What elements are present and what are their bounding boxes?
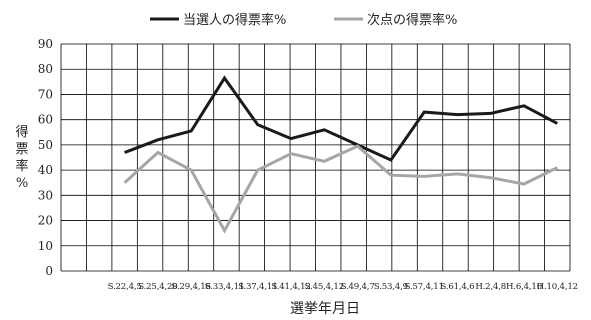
y-tick-label: 70 bbox=[38, 87, 53, 101]
x-tick-label: H.10,4,12 bbox=[537, 282, 578, 292]
x-tick-label: S.57,4,11 bbox=[404, 282, 443, 292]
x-tick-label: S.49,4,7 bbox=[341, 282, 375, 292]
y-tick-label: 20 bbox=[38, 214, 53, 228]
x-axis-ticks: S.22,4,5S.25,4,20S.29,4,16S.33,4,11S.37,… bbox=[108, 282, 578, 292]
series-group bbox=[123, 75, 559, 234]
y-tick-label: 40 bbox=[38, 163, 53, 177]
grid bbox=[60, 43, 571, 272]
y-axis-label: 得票率% bbox=[15, 124, 28, 191]
x-tick-label: S.25,4,20 bbox=[138, 282, 177, 292]
y-tick-label: 30 bbox=[38, 188, 53, 202]
y-tick-label: 10 bbox=[38, 239, 53, 253]
x-tick-label: S.22,4,5 bbox=[108, 282, 142, 292]
x-tick-label: S.41,4,12 bbox=[271, 282, 310, 292]
legend-label-1: 当選人の得票率% bbox=[183, 12, 286, 28]
x-tick-label: H.6,4,10 bbox=[506, 282, 542, 292]
y-tick-label: 50 bbox=[38, 138, 53, 152]
x-axis-label: 選挙年月日 bbox=[290, 301, 360, 317]
y-tick-label: 60 bbox=[38, 113, 53, 127]
x-tick-label: S.33,4,11 bbox=[205, 282, 244, 292]
series-line-1 bbox=[124, 75, 559, 162]
x-tick-label: S.29,4,16 bbox=[172, 282, 211, 292]
y-tick-label: 80 bbox=[38, 62, 53, 76]
x-tick-label: S.45,4,12 bbox=[305, 282, 344, 292]
y-axis-ticks: 0 10 20 30 40 50 60 70 80 90 bbox=[38, 37, 53, 278]
x-tick-label: S.37,4,11 bbox=[238, 282, 277, 292]
legend-label-2: 次点の得票率% bbox=[367, 12, 457, 28]
x-tick-label: S.53,4,9 bbox=[374, 282, 408, 292]
y-tick-label: 90 bbox=[38, 37, 53, 51]
series-line-2 bbox=[123, 144, 558, 234]
legend: 当選人の得票率% 次点の得票率% bbox=[150, 12, 457, 28]
x-tick-label: S.61,4,6 bbox=[440, 282, 474, 292]
x-tick-label: H.2,4,8 bbox=[475, 282, 506, 292]
y-tick-label: 0 bbox=[45, 264, 53, 278]
